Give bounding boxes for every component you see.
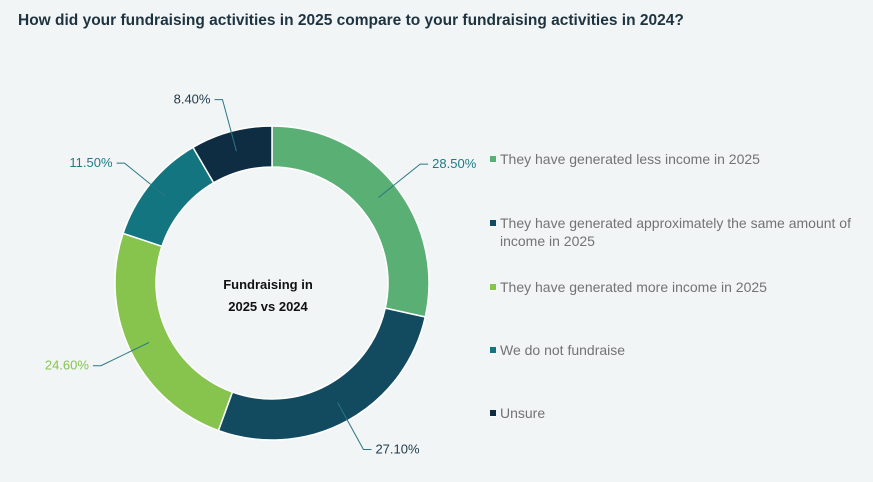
leader-line: [337, 402, 372, 451]
donut-slice: [191, 125, 273, 184]
donut-slice: [114, 232, 234, 432]
legend-label: We do not fundraise: [500, 342, 626, 358]
legend-label: They have generated approximately the sa…: [500, 215, 851, 249]
data-label: 11.50%: [69, 155, 113, 170]
donut-slice: [122, 146, 215, 248]
legend-label: They have generated more income in 2025: [500, 279, 767, 295]
legend-swatch: [490, 347, 496, 354]
legend-swatch: [490, 156, 496, 163]
center-label: Fundraising in: [223, 277, 313, 292]
legend-label: Unsure: [500, 405, 546, 421]
chart-title: How did your fundraising activities in 2…: [18, 12, 684, 29]
legend-label: They have generated less income in 2025: [500, 151, 760, 167]
data-label: 28.50%: [432, 156, 477, 171]
center-label: 2025 vs 2024: [228, 299, 308, 314]
leader-line: [92, 341, 150, 367]
legend-swatch: [490, 220, 496, 227]
data-label: 24.60%: [45, 358, 90, 373]
legend-swatch: [490, 410, 496, 417]
leader-line: [116, 162, 167, 198]
donut-slice: [217, 307, 427, 441]
legend-item: They have generated approximately the sa…: [490, 214, 870, 250]
leader-line: [214, 99, 237, 152]
data-label: 27.10%: [375, 442, 420, 457]
legend-item: Unsure: [490, 404, 545, 422]
legend-item: They have generated less income in 2025: [490, 150, 760, 168]
leader-line: [378, 163, 429, 198]
data-label: 8.40%: [174, 92, 211, 107]
legend-item: They have generated more income in 2025: [490, 278, 767, 296]
legend-swatch: [490, 284, 496, 291]
legend-item: We do not fundraise: [490, 341, 625, 359]
